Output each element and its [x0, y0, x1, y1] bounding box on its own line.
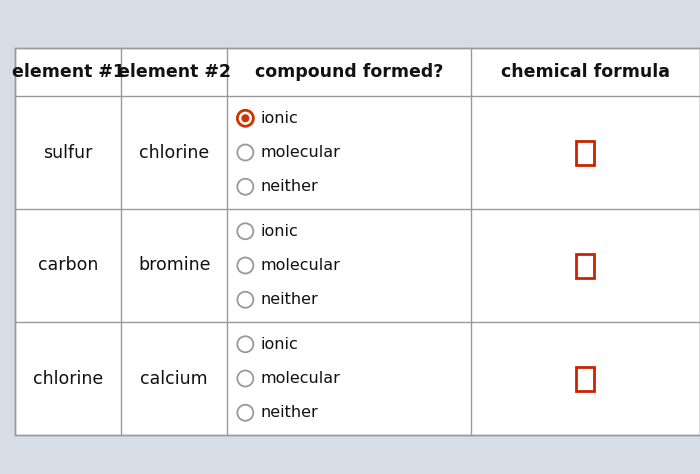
Text: carbon: carbon — [38, 256, 98, 274]
Bar — [576, 254, 594, 277]
Text: neither: neither — [260, 405, 318, 420]
Bar — [15, 48, 700, 435]
Text: ionic: ionic — [260, 337, 298, 352]
Text: neither: neither — [260, 179, 318, 194]
Text: molecular: molecular — [260, 258, 340, 273]
Text: molecular: molecular — [260, 371, 340, 386]
Text: neither: neither — [260, 292, 318, 307]
Text: calcium: calcium — [141, 370, 208, 388]
Text: chlorine: chlorine — [139, 144, 209, 162]
Text: compound formed?: compound formed? — [255, 63, 443, 81]
Circle shape — [241, 114, 249, 122]
Bar — [576, 140, 594, 164]
Text: ionic: ionic — [260, 111, 298, 126]
Text: bromine: bromine — [138, 256, 211, 274]
Text: chemical formula: chemical formula — [500, 63, 670, 81]
Text: element #2: element #2 — [118, 63, 231, 81]
Bar — [576, 366, 594, 391]
Text: molecular: molecular — [260, 145, 340, 160]
Text: chlorine: chlorine — [33, 370, 103, 388]
Text: sulfur: sulfur — [43, 144, 93, 162]
Text: ionic: ionic — [260, 224, 298, 239]
Text: element #1: element #1 — [12, 63, 125, 81]
